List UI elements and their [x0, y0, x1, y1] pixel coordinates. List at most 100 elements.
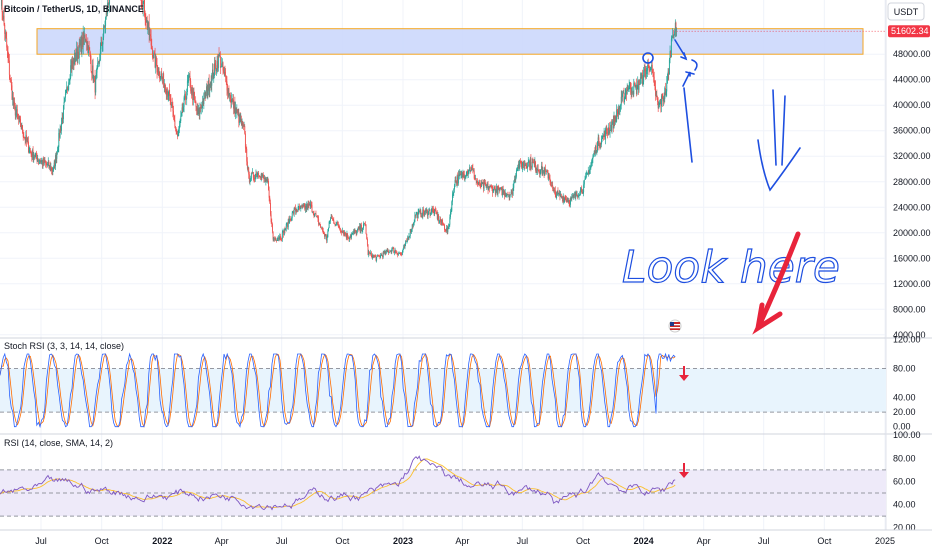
- candle-body: [249, 181, 251, 183]
- candle-body: [542, 170, 544, 172]
- candle-body: [341, 230, 343, 233]
- candle-body: [475, 178, 476, 180]
- candle-body: [637, 80, 639, 86]
- candle-body: [189, 75, 191, 81]
- candle-body: [599, 143, 601, 147]
- candle-body: [304, 205, 306, 210]
- candle-body: [109, 0, 111, 4]
- candle-body: [418, 211, 420, 212]
- candle-body: [373, 256, 375, 258]
- candle-body: [9, 74, 11, 79]
- candle-body: [230, 99, 232, 103]
- candle-body: [166, 90, 168, 95]
- candle-body: [570, 198, 571, 205]
- currency-selector[interactable]: USDT: [887, 2, 925, 21]
- candle-body: [61, 117, 63, 124]
- candle-body: [519, 160, 521, 162]
- candle-body: [29, 150, 31, 152]
- candle-body: [74, 52, 76, 62]
- candle-body: [556, 190, 558, 196]
- candle-body: [317, 217, 319, 220]
- candle-body: [259, 176, 261, 178]
- candle-body: [78, 51, 80, 59]
- time-tick-label: Oct: [576, 536, 591, 546]
- candle-body: [39, 160, 41, 163]
- candle-body: [193, 91, 195, 96]
- candle-body: [525, 164, 527, 167]
- candle-body: [512, 187, 514, 195]
- candle-body: [53, 162, 55, 168]
- candle-body: [658, 105, 660, 109]
- candle-body: [527, 161, 529, 167]
- candle-body: [237, 109, 238, 113]
- candle-body: [522, 162, 524, 166]
- candle-body: [274, 238, 276, 240]
- candle-body: [252, 171, 254, 174]
- candle-body: [82, 37, 83, 47]
- resistance-zone[interactable]: [36, 28, 864, 55]
- rsi-axis[interactable]: 20.00 40.00 60.00 80.00 100.00: [893, 430, 921, 533]
- candle-body: [287, 223, 289, 228]
- candle-body: [318, 219, 320, 225]
- stoch-axis[interactable]: 0.00 20.00 40.00 80.00 120.00: [893, 334, 921, 431]
- candle-body: [506, 194, 507, 197]
- candle-body: [497, 186, 499, 195]
- candle-body: [544, 168, 546, 176]
- candle-body: [399, 252, 401, 254]
- candle-body: [452, 192, 454, 195]
- candle-body: [273, 238, 275, 240]
- candle-body: [45, 162, 47, 164]
- candle-body: [178, 128, 180, 132]
- candle-body: [268, 180, 269, 190]
- candle-body: [380, 254, 382, 256]
- candle-body: [515, 170, 517, 177]
- time-axis[interactable]: Jul Oct 2022 Apr Jul Oct 2023 Apr Jul Oct 2024 Apr J…: [35, 536, 895, 546]
- stoch-tick-label: 40.00: [893, 393, 916, 403]
- candle-body: [562, 197, 564, 202]
- candle-body: [300, 205, 302, 209]
- candle-body: [101, 42, 103, 46]
- resistance-zone-layer[interactable]: [36, 28, 864, 55]
- candle-body: [631, 92, 633, 93]
- candle-body: [468, 170, 470, 173]
- candle-body: [248, 174, 250, 183]
- candle-body: [143, 0, 145, 2]
- candle-body: [219, 55, 221, 57]
- candle-body: [583, 179, 585, 185]
- candle-body: [167, 90, 169, 97]
- candle-body: [31, 150, 33, 158]
- candle-body: [239, 114, 240, 123]
- candle-body: [511, 191, 513, 193]
- candle-body: [541, 165, 542, 170]
- price-axis[interactable]: 4000.00 8000.00 12000.00 16000.00 20000.00 24…: [893, 49, 931, 340]
- candle-body: [229, 93, 231, 96]
- candle-body: [538, 169, 540, 172]
- candle-body: [28, 141, 29, 153]
- candle-body: [68, 80, 70, 83]
- candle-body: [18, 116, 20, 120]
- candle-body: [205, 90, 207, 98]
- candle-body: [355, 230, 356, 231]
- candle-body: [613, 116, 615, 129]
- candle-body: [612, 119, 614, 129]
- candle-body: [308, 203, 310, 206]
- candle-body: [405, 240, 407, 242]
- candle-body: [361, 230, 363, 231]
- candle-body: [57, 150, 58, 152]
- candle-body: [223, 70, 225, 73]
- candle-body: [558, 192, 560, 194]
- candle-body: [524, 164, 526, 166]
- candle-body: [7, 51, 9, 58]
- candle-body: [391, 248, 393, 249]
- candle-body: [271, 224, 273, 232]
- candle-body: [410, 229, 412, 232]
- candle-body: [370, 252, 372, 257]
- price-tick-label: 16000.00: [893, 253, 931, 263]
- candle-body: [547, 172, 549, 179]
- candle-body: [157, 72, 159, 73]
- candle-body: [599, 145, 600, 147]
- candle-body: [421, 215, 422, 217]
- candle-body: [444, 225, 445, 230]
- candle-body: [44, 159, 46, 163]
